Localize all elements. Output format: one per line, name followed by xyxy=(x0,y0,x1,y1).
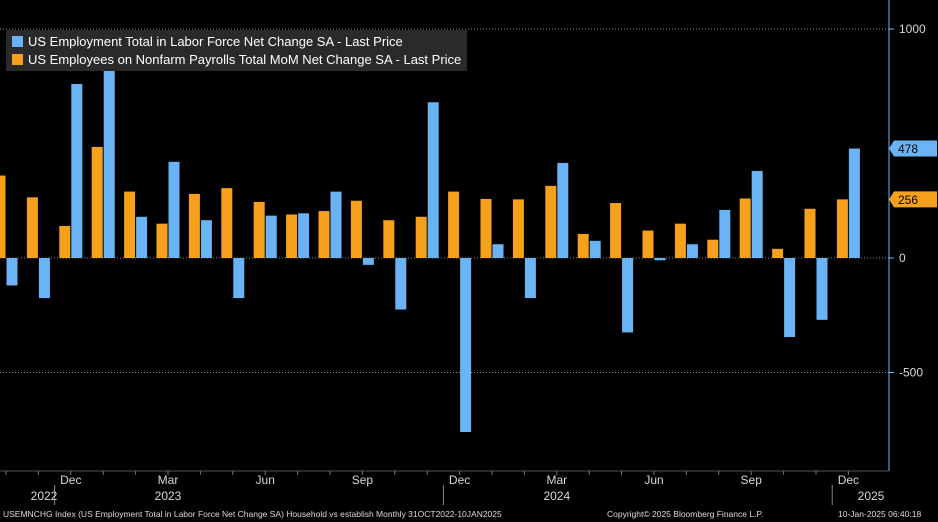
last-value-label: 256 xyxy=(898,193,918,207)
bar-nonfarm-payrolls xyxy=(804,208,816,258)
y-tick-label: -500 xyxy=(899,366,923,380)
bar-nonfarm-payrolls xyxy=(739,198,751,258)
legend-label-nonfarm-payrolls: US Employees on Nonfarm Payrolls Total M… xyxy=(28,51,462,67)
bar-labor-force xyxy=(427,102,439,258)
bar-nonfarm-payrolls xyxy=(286,214,298,258)
x-tick-label: Jun xyxy=(256,473,275,487)
bar-labor-force xyxy=(557,162,569,258)
bar-nonfarm-payrolls xyxy=(836,199,848,258)
y-tick-label: 0 xyxy=(899,251,906,265)
bar-labor-force xyxy=(330,191,342,258)
y-tick-label: 1000 xyxy=(899,22,926,36)
x-tick-label: Dec xyxy=(838,473,859,487)
x-tick-label: Sep xyxy=(352,473,374,487)
bar-labor-force xyxy=(686,244,698,258)
legend-label-labor-force: US Employment Total in Labor Force Net C… xyxy=(28,33,403,49)
bar-labor-force xyxy=(589,240,601,258)
bar-labor-force xyxy=(103,40,115,259)
x-tick-label: Dec xyxy=(60,473,81,487)
footer-description: USEMNCHG Index (US Employment Total in L… xyxy=(3,509,502,519)
bar-labor-force xyxy=(751,170,763,258)
bar-labor-force xyxy=(719,209,731,258)
bar-labor-force xyxy=(136,216,148,258)
bar-labor-force xyxy=(816,258,828,320)
bar-nonfarm-payrolls xyxy=(674,223,686,258)
bar-nonfarm-payrolls xyxy=(448,191,460,258)
bar-nonfarm-payrolls xyxy=(545,185,557,258)
bar-nonfarm-payrolls xyxy=(59,225,71,258)
footer-copyright: Copyright© 2025 Bloomberg Finance L.P. xyxy=(607,509,764,519)
bar-labor-force xyxy=(460,258,472,433)
bar-labor-force xyxy=(848,148,860,258)
x-tick-label: Dec xyxy=(449,473,470,487)
bar-labor-force xyxy=(492,244,504,258)
bar-labor-force xyxy=(265,215,277,258)
bar-nonfarm-payrolls xyxy=(642,230,654,258)
legend-swatch-labor-force xyxy=(12,35,23,47)
legend-item-nonfarm-payrolls: US Employees on Nonfarm Payrolls Total M… xyxy=(12,50,461,68)
x-tick-label: Jun xyxy=(644,473,663,487)
year-label: 2023 xyxy=(155,489,182,503)
year-label: 2024 xyxy=(543,489,570,503)
bar-nonfarm-payrolls xyxy=(610,203,622,258)
x-tick-label: Mar xyxy=(158,473,179,487)
bar-nonfarm-payrolls xyxy=(415,216,427,258)
bar-labor-force xyxy=(71,83,83,259)
bar-labor-force xyxy=(524,258,536,299)
chart-area: 1000 0 -500 478 256 Dec Mar Jun Sep Dec Mar Jun Sep D… xyxy=(0,0,937,505)
last-value-tag-nonfarm-payrolls xyxy=(889,191,937,208)
bar-labor-force xyxy=(654,258,666,261)
bar-nonfarm-payrolls xyxy=(124,191,136,258)
bar-nonfarm-payrolls xyxy=(772,248,784,258)
bar-nonfarm-payrolls xyxy=(156,223,168,258)
bar-nonfarm-payrolls xyxy=(318,211,330,258)
bar-nonfarm-payrolls xyxy=(188,193,200,258)
bar-labor-force xyxy=(784,258,796,338)
bar-nonfarm-payrolls xyxy=(350,200,362,258)
bar-labor-force xyxy=(168,161,180,258)
footer: USEMNCHG Index (US Employment Total in L… xyxy=(0,505,938,522)
bar-nonfarm-payrolls xyxy=(0,175,6,258)
bar-labor-force xyxy=(200,220,212,258)
bar-nonfarm-payrolls xyxy=(480,198,492,258)
bar-labor-force xyxy=(362,258,374,265)
legend-item-labor-force: US Employment Total in Labor Force Net C… xyxy=(12,32,461,50)
bar-labor-force xyxy=(6,258,18,286)
bar-labor-force xyxy=(38,258,50,299)
legend-swatch-nonfarm-payrolls xyxy=(12,53,23,65)
x-tick-label: Mar xyxy=(546,473,567,487)
bar-nonfarm-payrolls xyxy=(221,188,233,258)
bar-nonfarm-payrolls xyxy=(26,197,38,258)
bar-labor-force xyxy=(622,258,634,333)
footer-timestamp: 10-Jan-2025 06:40:18 xyxy=(838,509,922,519)
x-tick-label: Sep xyxy=(741,473,763,487)
legend: US Employment Total in Labor Force Net C… xyxy=(6,30,468,71)
bar-nonfarm-payrolls xyxy=(253,201,265,258)
last-value-label: 478 xyxy=(898,142,918,156)
bar-labor-force xyxy=(298,213,310,258)
bar-nonfarm-payrolls xyxy=(707,239,719,258)
bar-labor-force xyxy=(395,258,407,310)
bar-nonfarm-payrolls xyxy=(577,233,589,258)
bar-labor-force xyxy=(233,258,245,299)
year-label: 2022 xyxy=(31,489,58,503)
year-label: 2025 xyxy=(858,489,885,503)
bar-nonfarm-payrolls xyxy=(383,220,395,258)
bar-nonfarm-payrolls xyxy=(512,199,524,258)
bar-nonfarm-payrolls xyxy=(91,146,103,258)
last-value-tag-labor-force xyxy=(889,140,937,157)
